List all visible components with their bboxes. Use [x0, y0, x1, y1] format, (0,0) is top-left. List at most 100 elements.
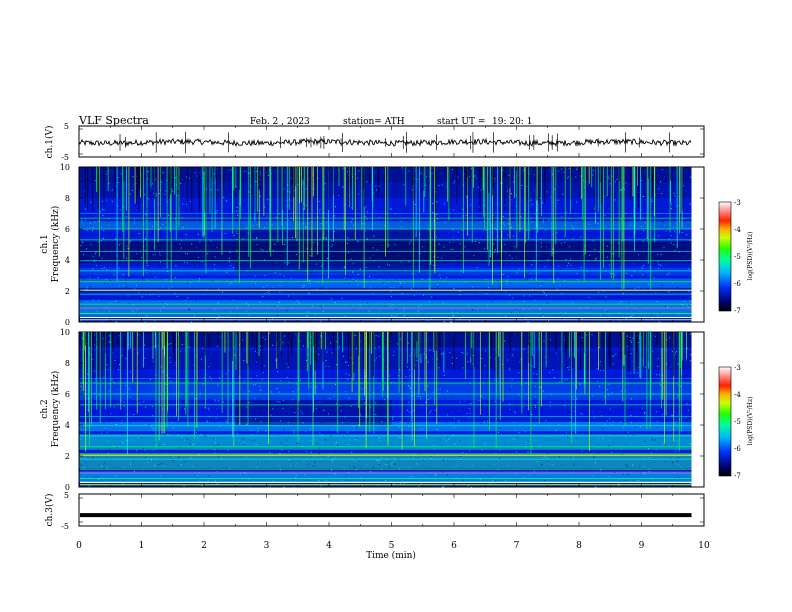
noise-speck [175, 485, 177, 487]
noise-speck [452, 357, 454, 359]
noise-speck [289, 252, 291, 254]
noise-speck [109, 448, 111, 450]
noise-speck [484, 365, 486, 367]
noise-speck [92, 457, 94, 459]
noise-speck [316, 203, 318, 205]
noise-speck [196, 431, 198, 433]
noise-speck [428, 182, 430, 184]
noise-speck [96, 402, 98, 404]
noise-speck [287, 295, 289, 297]
noise-speck [178, 457, 180, 459]
noise-speck [325, 365, 327, 367]
noise-speck [655, 449, 657, 451]
noise-speck [279, 340, 281, 342]
ch2-freq-tick-4: 4 [65, 421, 70, 430]
noise-speck [678, 314, 680, 316]
noise-speck [625, 221, 627, 223]
noise-speck [158, 346, 160, 348]
noise-speck [432, 341, 434, 343]
noise-speck [255, 384, 257, 386]
noise-speck [246, 170, 248, 172]
noise-speck [602, 390, 604, 392]
noise-speck [452, 229, 454, 231]
noise-speck [634, 426, 636, 428]
noise-speck [236, 232, 238, 234]
noise-speck [623, 485, 625, 487]
noise-speck [279, 386, 281, 388]
noise-speck [569, 421, 571, 423]
noise-speck [302, 422, 304, 424]
noise-speck [657, 267, 659, 269]
noise-speck [332, 459, 334, 461]
noise-speck [310, 395, 312, 397]
noise-speck [171, 285, 173, 287]
noise-speck [97, 448, 99, 450]
noise-speck [393, 367, 395, 369]
noise-speck [688, 291, 690, 293]
noise-speck [407, 426, 409, 428]
noise-speck [517, 174, 519, 176]
noise-speck [142, 266, 144, 268]
noise-speck [81, 221, 83, 223]
noise-speck [86, 229, 88, 231]
noise-speck [181, 178, 183, 180]
noise-speck [99, 394, 101, 396]
noise-speck [605, 230, 607, 232]
noise-speck [553, 389, 555, 391]
noise-speck [482, 397, 484, 399]
noise-speck [88, 215, 90, 217]
noise-speck [267, 202, 269, 204]
noise-speck [158, 295, 160, 297]
noise-speck [153, 427, 155, 429]
noise-speck [162, 465, 164, 467]
noise-speck [433, 174, 435, 176]
noise-speck [209, 376, 211, 378]
noise-speck [103, 266, 105, 268]
noise-speck [253, 440, 255, 442]
noise-speck [149, 294, 151, 296]
noise-speck [451, 411, 453, 413]
noise-speck [579, 290, 581, 292]
noise-speck [199, 481, 201, 483]
noise-speck [190, 201, 192, 203]
noise-speck [371, 442, 373, 444]
noise-speck [540, 433, 542, 435]
noise-speck [147, 171, 149, 173]
noise-speck [356, 230, 358, 232]
noise-speck [621, 405, 623, 407]
noise-speck [123, 405, 125, 407]
noise-speck [557, 265, 559, 267]
noise-speck [324, 399, 326, 401]
noise-speck [633, 263, 635, 265]
noise-speck [227, 260, 229, 262]
noise-speck [639, 426, 641, 428]
noise-speck [179, 243, 181, 245]
noise-speck [318, 201, 320, 203]
noise-speck [84, 219, 86, 221]
noise-speck [262, 249, 264, 251]
noise-speck [581, 469, 583, 471]
noise-speck [455, 422, 457, 424]
noise-speck [542, 313, 544, 315]
noise-speck [285, 237, 287, 239]
noise-speck [283, 428, 285, 430]
noise-speck [448, 310, 450, 312]
noise-speck [108, 218, 110, 220]
noise-speck [347, 423, 349, 425]
noise-speck [372, 247, 374, 249]
noise-speck [110, 190, 112, 192]
noise-speck [165, 394, 167, 396]
noise-speck [658, 483, 660, 485]
noise-speck [608, 178, 610, 180]
noise-speck [354, 426, 356, 428]
noise-speck [363, 436, 365, 438]
noise-speck [673, 292, 675, 294]
noise-speck [136, 412, 138, 414]
noise-speck [564, 402, 566, 404]
noise-speck [261, 378, 263, 380]
noise-speck [598, 452, 600, 454]
noise-speck [286, 363, 288, 365]
noise-speck [177, 434, 179, 436]
noise-speck [200, 358, 202, 360]
noise-speck [559, 285, 561, 287]
